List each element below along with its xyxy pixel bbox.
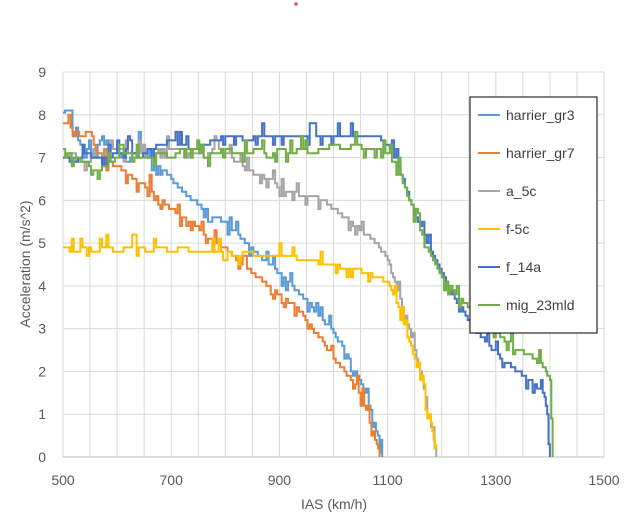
y-tick-label: 8 <box>38 107 46 123</box>
x-tick-label: 700 <box>160 472 184 488</box>
series-line-f-5c <box>63 233 438 450</box>
y-tick-label: 0 <box>38 449 46 465</box>
legend-label-harrier_gr3: harrier_gr3 <box>506 107 575 123</box>
legend-label-harrier_gr7: harrier_gr7 <box>506 145 575 161</box>
x-tick-labels: 500 700 900 1100 1300 1500 <box>51 472 619 488</box>
y-tick-label: 2 <box>38 363 46 379</box>
y-tick-labels: 0 1 2 3 4 5 6 7 8 9 <box>38 64 46 465</box>
legend-box <box>469 96 598 334</box>
series-line-harrier_gr7 <box>63 113 381 457</box>
y-tick-label: 5 <box>38 235 46 251</box>
y-tick-label: 3 <box>38 321 46 337</box>
legend: harrier_gr3 harrier_gr7 a_5c f-5c f_14a mig_2… <box>469 96 598 334</box>
x-tick-label: 900 <box>268 472 292 488</box>
x-tick-label: 1300 <box>480 472 511 488</box>
x-tick-label: 500 <box>51 472 75 488</box>
y-tick-label: 7 <box>38 150 46 166</box>
y-tick-label: 1 <box>38 406 46 422</box>
legend-label-mig_23mld: mig_23mld <box>506 297 574 313</box>
x-axis-title: IAS (km/h) <box>301 496 367 512</box>
legend-label-f_14a: f_14a <box>506 259 541 275</box>
y-tick-label: 6 <box>38 192 46 208</box>
y-tick-label: 9 <box>38 64 46 80</box>
series-line-f_14a <box>63 122 551 457</box>
x-tick-label: 1500 <box>588 472 619 488</box>
y-tick-label: 4 <box>38 278 46 294</box>
legend-label-a_5c: a_5c <box>506 183 536 199</box>
marker-dot <box>294 2 298 6</box>
y-axis-title: Acceleration (m/s^2) <box>17 200 33 327</box>
legend-label-f-5c: f-5c <box>506 221 529 237</box>
x-tick-label: 1100 <box>373 472 403 488</box>
